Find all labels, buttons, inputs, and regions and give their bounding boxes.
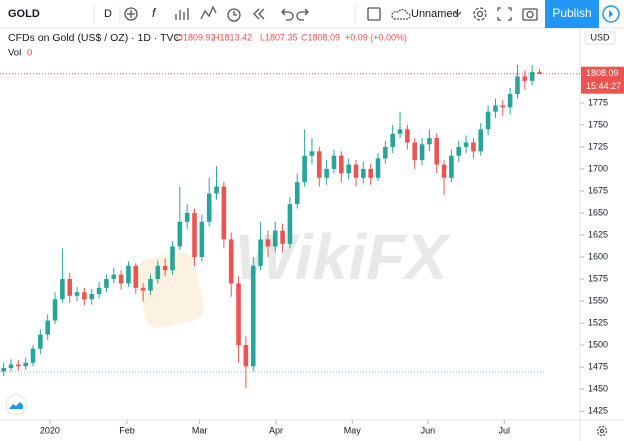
y-tick-label: 1600 bbox=[588, 251, 608, 261]
bar-style-button[interactable] bbox=[175, 8, 189, 20]
alert-button[interactable] bbox=[227, 8, 241, 22]
last-price-box bbox=[581, 66, 624, 94]
replay-button[interactable] bbox=[253, 8, 265, 20]
settings-button[interactable] bbox=[473, 7, 487, 21]
x-tick-label: Mar bbox=[192, 425, 208, 435]
publish-label[interactable]: Publish bbox=[552, 6, 591, 20]
toolbar bbox=[0, 0, 624, 28]
snapshot-button[interactable] bbox=[522, 8, 538, 21]
compare-button[interactable] bbox=[124, 7, 138, 21]
interval[interactable]: D bbox=[104, 8, 112, 20]
y-tick-label: 1750 bbox=[588, 119, 608, 129]
y-tick-label: 1650 bbox=[588, 207, 608, 217]
legend-change: +0.09 (+0.00%) bbox=[345, 32, 407, 42]
y-tick-label: 1725 bbox=[588, 141, 608, 151]
legend-open: O1809.92 bbox=[176, 32, 216, 42]
x-tick-label: May bbox=[344, 425, 362, 435]
volume-value: 0 bbox=[27, 48, 32, 59]
time-axis-settings[interactable] bbox=[596, 425, 608, 437]
y-tick-label: 1500 bbox=[588, 339, 608, 349]
countdown: 15:44:27 bbox=[586, 81, 621, 91]
multi-chart-button[interactable] bbox=[367, 7, 381, 21]
chart-title: CFDs on Gold (US$ / OZ) · 1D · TVC bbox=[8, 32, 182, 44]
fullscreen-button[interactable] bbox=[497, 7, 512, 21]
x-tick-label: Jul bbox=[499, 425, 511, 435]
currency[interactable]: USD bbox=[590, 32, 610, 42]
y-tick-label: 1475 bbox=[588, 362, 608, 372]
logo bbox=[5, 394, 27, 416]
indicators-icon[interactable]: f bbox=[152, 6, 157, 20]
watermark bbox=[135, 252, 205, 328]
undo-button[interactable] bbox=[281, 8, 294, 21]
y-tick-label: 1525 bbox=[588, 317, 608, 327]
y-tick-label: 1675 bbox=[588, 185, 608, 195]
currency-box[interactable] bbox=[584, 30, 616, 45]
y-tick-label: 1450 bbox=[588, 384, 608, 394]
publish-button[interactable] bbox=[545, 0, 599, 28]
y-tick-label: 1700 bbox=[588, 163, 608, 173]
symbol[interactable]: GOLD bbox=[8, 8, 40, 20]
y-tick-label: 1425 bbox=[588, 406, 608, 416]
x-tick-label: Jun bbox=[421, 425, 436, 435]
legend-high: H1813.42 bbox=[213, 32, 252, 42]
last-price-label: 1808.09 bbox=[586, 68, 619, 78]
volume-label: Vol bbox=[8, 48, 21, 59]
redo-button[interactable] bbox=[296, 8, 309, 21]
legend-close: C1808.09 bbox=[301, 32, 340, 42]
cloud-icon bbox=[391, 8, 411, 20]
x-tick-label: 2020 bbox=[40, 425, 60, 435]
legend-low: L1807.35 bbox=[260, 32, 298, 42]
y-tick-label: 1625 bbox=[588, 229, 608, 239]
watermark-text: WikiFX bbox=[235, 221, 451, 293]
y-tick-label: 1550 bbox=[588, 295, 608, 305]
x-tick-label: Apr bbox=[269, 425, 283, 435]
y-tick-label: 1575 bbox=[588, 273, 608, 283]
y-tick-label: 1775 bbox=[588, 97, 608, 107]
layout-name[interactable]: Unnamed bbox=[411, 8, 459, 20]
x-tick-label: Feb bbox=[119, 425, 135, 435]
layout-menu[interactable] bbox=[454, 11, 462, 16]
templates-button[interactable] bbox=[200, 5, 217, 20]
stream-button[interactable] bbox=[602, 5, 620, 23]
